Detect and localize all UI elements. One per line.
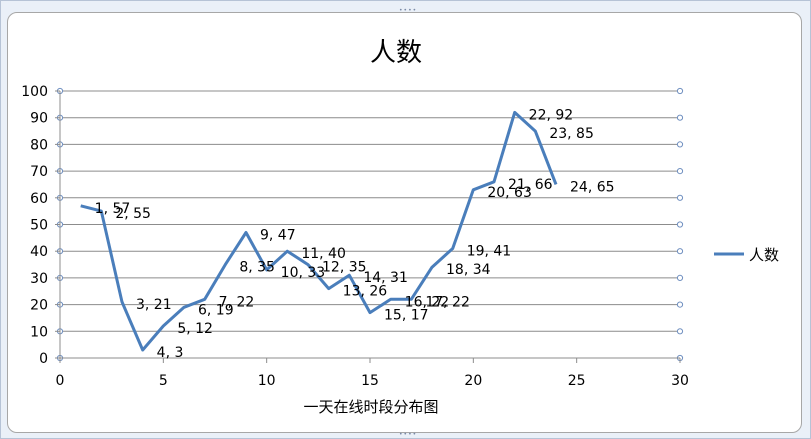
data-label: 23, 85	[549, 126, 594, 142]
data-point	[431, 266, 434, 269]
line-chart: 人数 0 10 20 30 40 50 60 70 80 90 100 0 5 10 15 20 25 30 1…	[21, 38, 779, 416]
window-corner-marks	[708, 1, 798, 13]
data-label: 2, 55	[115, 206, 151, 222]
data-point	[369, 311, 372, 314]
data-point	[513, 111, 516, 114]
data-point	[224, 263, 227, 266]
gridline-marker-right	[676, 328, 684, 335]
data-label: 15, 17	[384, 308, 429, 324]
series-lines	[79, 110, 558, 352]
gridline-marker-right	[676, 114, 684, 121]
data-label: 8, 35	[239, 260, 275, 276]
data-label: 12, 35	[322, 260, 367, 276]
data-point	[141, 348, 144, 351]
data-point	[203, 298, 206, 301]
y-tick-label: 20	[30, 298, 48, 314]
data-point	[534, 130, 537, 133]
data-point	[451, 247, 454, 250]
data-point	[162, 324, 165, 327]
x-tick-label: 15	[361, 373, 379, 389]
data-point	[472, 188, 475, 191]
x-tick-label: 25	[568, 373, 586, 389]
gridline-marker-right	[676, 221, 684, 228]
data-label: 5, 12	[177, 321, 213, 337]
gridline-marker-right	[676, 301, 684, 308]
data-label: 6, 19	[198, 302, 234, 318]
x-axis-title: 一天在线时段分布图	[303, 398, 438, 416]
data-label: 20, 63	[487, 185, 532, 201]
data-label: 17, 22	[425, 294, 470, 310]
gridline-marker-right	[676, 168, 684, 175]
data-point	[286, 250, 289, 253]
data-label: 22, 92	[529, 107, 574, 123]
data-label: 21, 66	[508, 177, 553, 193]
data-point	[389, 298, 392, 301]
y-tick-label: 60	[30, 191, 48, 207]
data-point	[121, 300, 124, 303]
data-labels: 1, 572, 55 3, 21 4, 3 5, 12 6, 197, 22 8, 35 9…	[95, 107, 615, 361]
y-tick-label: 10	[30, 324, 48, 340]
data-label: 16, 22	[405, 294, 450, 310]
legend[interactable]: 人数	[714, 246, 779, 264]
y-tick-label: 70	[30, 164, 48, 180]
data-label: 24, 65	[570, 179, 615, 195]
y-tick-label: 40	[30, 244, 48, 260]
y-tick-label: 90	[30, 111, 48, 127]
gridline-marker-right	[676, 248, 684, 255]
y-tick-label: 30	[30, 271, 48, 287]
data-label: 14, 31	[363, 270, 408, 286]
y-tick-label: 50	[30, 218, 48, 234]
y-axis-ticks: 0 10 20 30 40 50 60 70 80 90 100	[21, 84, 60, 367]
chart-title: 人数	[370, 38, 422, 68]
data-point	[493, 180, 496, 183]
data-label: 13, 26	[343, 284, 388, 300]
data-label: 11, 40	[301, 246, 346, 262]
x-tick-label: 10	[258, 373, 276, 389]
data-point	[79, 204, 82, 207]
gridline-marker-right	[676, 194, 684, 201]
gridline-marker-right	[676, 87, 684, 95]
legend-label: 人数	[749, 246, 779, 264]
y-tick-label: 0	[39, 351, 48, 367]
data-label: 9, 47	[260, 228, 296, 244]
x-tick-label: 0	[56, 373, 65, 389]
data-label: 18, 34	[446, 262, 491, 278]
resize-handle-bottom[interactable]: ••••	[399, 431, 418, 438]
chart-area[interactable]: 人数 0 10 20 30 40 50 60 70 80 90 100 0 5 10 15 20 25 30 1…	[7, 12, 802, 433]
x-tick-label: 30	[671, 373, 689, 389]
data-label: 4, 3	[157, 345, 184, 361]
data-label: 10, 33	[281, 265, 326, 281]
x-tick-label: 5	[159, 373, 168, 389]
data-label: 7, 22	[219, 294, 255, 310]
data-label: 1, 57	[95, 201, 131, 217]
x-axis-ticks: 0 5 10 15 20 25 30	[56, 358, 689, 389]
data-label: 19, 41	[467, 244, 512, 260]
y-tick-label: 80	[30, 137, 48, 153]
data-label: 3, 21	[136, 297, 172, 313]
gridline-marker-right	[676, 141, 684, 148]
gridlines	[56, 87, 684, 362]
x-tick-label: 20	[464, 373, 482, 389]
series-line	[80, 110, 558, 352]
resize-handle-top[interactable]: ••••	[399, 7, 418, 14]
data-point	[183, 306, 186, 309]
data-point	[327, 287, 330, 290]
data-point	[245, 231, 248, 234]
data-point	[555, 183, 558, 186]
y-tick-label: 100	[21, 84, 48, 100]
gridline-marker-right	[676, 274, 684, 281]
